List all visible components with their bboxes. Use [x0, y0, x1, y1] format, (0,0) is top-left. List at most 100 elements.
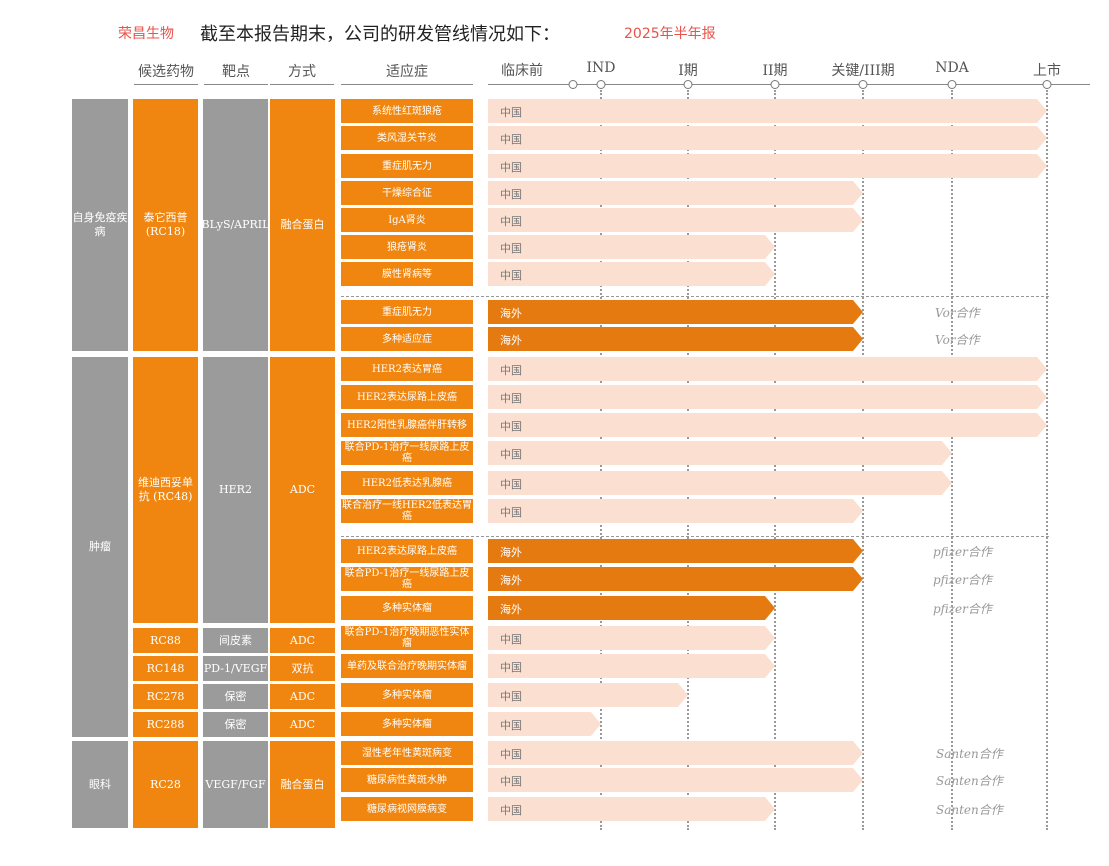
column-target: 靶点	[222, 64, 250, 80]
pipeline-progress-bar: 中国	[488, 499, 863, 523]
region-label: 中国	[500, 478, 522, 491]
pipeline-progress-bar: 中国	[488, 768, 863, 792]
indication-label: 多种实体瘤	[341, 683, 473, 707]
pipeline-progress-bar: 中国	[488, 741, 863, 765]
region-label: 中国	[500, 448, 522, 461]
partner-label: Santen合作	[936, 747, 1003, 761]
indication-label: 单药及联合治疗晚期实体瘤	[341, 654, 473, 678]
drug-rc288-name: RC288	[133, 712, 198, 737]
region-label: 中国	[500, 133, 522, 146]
drug-rc18-target: BLyS/APRIL	[202, 99, 269, 351]
stage-header: 临床前	[501, 63, 543, 79]
stage-marker	[568, 80, 578, 89]
drug-rc48-name: 维迪西妥单抗 (RC48)	[133, 357, 198, 623]
region-label: 中国	[500, 106, 522, 119]
pipeline-progress-bar: 中国	[488, 413, 1047, 437]
region-label: 中国	[500, 661, 522, 674]
region-label: 中国	[500, 242, 522, 255]
partner-label: pfizer合作	[933, 573, 992, 587]
pipeline-progress-bar: 海外	[488, 539, 863, 563]
indication-label: 多种适应症	[341, 327, 473, 351]
drug-rc148-method: 双抗	[270, 656, 335, 681]
indication-label: 系统性红斑狼疮	[341, 99, 473, 123]
stage-marker	[596, 80, 606, 89]
region-separator	[341, 296, 1049, 297]
pipeline-progress-bar: 中国	[488, 126, 1047, 150]
pipeline-progress-bar: 中国	[488, 712, 601, 736]
region-label: 中国	[500, 506, 522, 519]
partner-label: Vor合作	[935, 333, 980, 347]
region-label: 中国	[500, 420, 522, 433]
stage-marker	[683, 80, 693, 89]
drug-rc48-target: HER2	[203, 357, 268, 623]
region-label: 海外	[500, 603, 522, 616]
column-candidate: 候选药物	[138, 64, 194, 80]
region-label: 中国	[500, 392, 522, 405]
indication-label: 多种实体瘤	[341, 712, 473, 736]
partner-label: pfizer合作	[933, 602, 992, 616]
region-label: 中国	[500, 161, 522, 174]
pipeline-progress-bar: 中国	[488, 797, 775, 821]
indication-label: 多种实体瘤	[341, 596, 473, 620]
pipeline-progress-bar: 海外	[488, 327, 863, 351]
indication-label: HER2表达尿路上皮癌	[341, 385, 473, 409]
region-label: 中国	[500, 804, 522, 817]
indication-label: 联合PD-1治疗晚期恶性实体瘤	[341, 626, 473, 650]
drug-rc278-name: RC278	[133, 684, 198, 709]
drug-rc88-target: 间皮素	[203, 628, 268, 653]
pipeline-progress-bar: 中国	[488, 154, 1047, 178]
indication-label: 联合PD-1治疗一线尿路上皮癌	[341, 567, 473, 591]
region-label: 海外	[500, 334, 522, 347]
indication-label: 糖尿病性黄斑水肿	[341, 768, 473, 792]
pipeline-progress-bar: 海外	[488, 300, 863, 324]
page-headline: 截至本报告期末，公司的研发管线情况如下：	[200, 24, 560, 45]
stage-header: 上市	[1033, 63, 1061, 79]
drug-rc88-name: RC88	[133, 628, 198, 653]
column-method: 方式	[288, 64, 316, 80]
region-label: 中国	[500, 364, 522, 377]
region-label: 中国	[500, 188, 522, 201]
pipeline-progress-bar: 中国	[488, 181, 863, 205]
partner-label: Santen合作	[936, 803, 1003, 817]
drug-rc18-method: 融合蛋白	[270, 99, 335, 351]
region-label: 海外	[500, 546, 522, 559]
stage-header: 关键/III期	[831, 63, 895, 79]
stage-gridline	[951, 90, 953, 830]
drug-rc28-method: 融合蛋白	[270, 741, 335, 828]
stage-marker	[1042, 80, 1052, 89]
column-underline	[204, 84, 268, 85]
region-label: 中国	[500, 775, 522, 788]
region-label: 海外	[500, 574, 522, 587]
partner-label: pfizer合作	[933, 545, 992, 559]
region-label: 中国	[500, 633, 522, 646]
indication-label: 干燥综合征	[341, 181, 473, 205]
column-underline	[134, 84, 198, 85]
drug-rc148-target: PD-1/VEGF	[203, 656, 268, 681]
region-label: 中国	[500, 748, 522, 761]
drug-rc48-method: ADC	[270, 357, 335, 623]
partner-label: Vor合作	[935, 306, 980, 320]
stage-gridline	[1046, 90, 1048, 830]
drug-rc88-method: ADC	[270, 628, 335, 653]
pipeline-progress-bar: 中国	[488, 262, 775, 286]
region-label: 中国	[500, 215, 522, 228]
region-separator	[341, 536, 1049, 537]
indication-label: IgA肾炎	[341, 208, 473, 232]
stage-header: I期	[678, 63, 698, 79]
pipeline-progress-bar: 中国	[488, 441, 952, 465]
pipeline-progress-bar: 中国	[488, 654, 775, 678]
drug-rc288-method: ADC	[270, 712, 335, 737]
stage-header: II期	[762, 63, 788, 79]
column-indication: 适应症	[386, 64, 428, 80]
indication-label: 类风湿关节炎	[341, 126, 473, 150]
drug-rc28-target: VEGF/FGF	[203, 741, 268, 828]
indication-label: HER2表达胃癌	[341, 357, 473, 381]
drug-rc28-name: RC28	[133, 741, 198, 828]
indication-label: HER2低表达乳腺癌	[341, 471, 473, 495]
indication-label: 联合PD-1治疗一线尿路上皮癌	[341, 441, 473, 465]
stage-marker	[770, 80, 780, 89]
partner-label: Santen合作	[936, 774, 1003, 788]
drug-rc18-name: 泰它西普(RC18)	[133, 99, 198, 351]
indication-label: HER2表达尿路上皮癌	[341, 539, 473, 563]
pipeline-progress-bar: 中国	[488, 385, 1047, 409]
